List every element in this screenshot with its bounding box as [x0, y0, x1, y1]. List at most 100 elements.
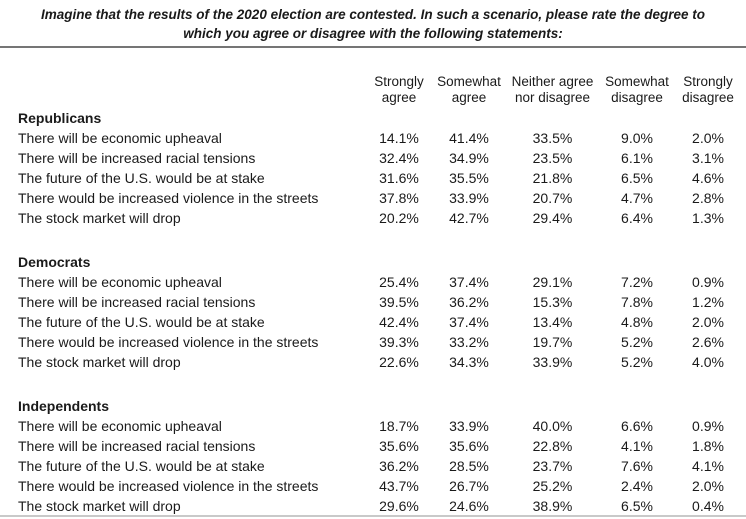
statement-cell: There will be increased racial tensions	[18, 294, 256, 310]
value-cell: 35.6%	[379, 438, 419, 454]
value-cell: 28.5%	[449, 458, 489, 474]
value-cell: 37.4%	[449, 314, 489, 330]
statement-cell: The stock market will drop	[18, 210, 181, 226]
value-cell: 0.9%	[692, 418, 724, 434]
column-header-neither-agree-nor-disagree: Neither agree nor disagree	[511, 74, 594, 105]
statement-cell: There will be economic upheaval	[18, 130, 222, 146]
value-cell: 25.4%	[379, 274, 419, 290]
section-independents: Independents There will be economic uphe…	[0, 396, 742, 516]
value-cell: 42.4%	[379, 314, 419, 330]
statement-cell: There will be increased racial tensions	[18, 150, 256, 166]
value-cell: 37.4%	[449, 274, 489, 290]
value-cell: 18.7%	[379, 418, 419, 434]
value-cell: 22.6%	[379, 354, 419, 370]
value-cell: 31.6%	[379, 170, 419, 186]
value-cell: 13.4%	[532, 314, 573, 330]
statement-row: There would be increased violence in the…	[0, 332, 742, 352]
section-spacer	[0, 372, 742, 396]
value-cell: 2.8%	[692, 190, 724, 206]
statement-cell: There would be increased violence in the…	[18, 478, 319, 494]
value-cell: 33.5%	[532, 130, 573, 146]
value-cell: 6.1%	[621, 150, 653, 166]
group-header-independents: Independents	[0, 396, 742, 416]
value-cell: 6.4%	[621, 210, 653, 226]
value-cell: 26.7%	[449, 478, 489, 494]
value-cell: 39.3%	[379, 334, 419, 350]
group-header-filler	[365, 396, 742, 416]
value-cell: 3.1%	[692, 150, 724, 166]
statement-cell: There would be increased violence in the…	[18, 190, 319, 206]
statement-row: There would be increased violence in the…	[0, 476, 742, 496]
value-cell: 33.9%	[449, 190, 489, 206]
group-label: Republicans	[18, 110, 102, 126]
value-cell: 36.2%	[379, 458, 419, 474]
table-header: Strongly agree Somewhat agree Neither ag…	[0, 48, 742, 108]
statement-row: There will be increased racial tensions …	[0, 148, 742, 168]
value-cell: 29.1%	[532, 274, 573, 290]
statement-row: The future of the U.S. would be at stake…	[0, 312, 742, 332]
statement-row: There will be economic upheaval 25.4% 37…	[0, 272, 742, 292]
statement-row: There will be increased racial tensions …	[0, 292, 742, 312]
value-cell: 1.3%	[692, 210, 724, 226]
value-cell: 41.4%	[449, 130, 489, 146]
column-header-somewhat-agree: Somewhat agree	[437, 74, 501, 105]
value-cell: 6.5%	[621, 498, 653, 514]
value-cell: 4.0%	[692, 354, 724, 370]
value-cell: 33.9%	[532, 354, 573, 370]
value-cell: 24.6%	[449, 498, 489, 514]
value-cell: 34.9%	[449, 150, 489, 166]
statement-cell: The stock market will drop	[18, 354, 181, 370]
value-cell: 34.3%	[449, 354, 489, 370]
value-cell: 36.2%	[449, 294, 489, 310]
value-cell: 4.8%	[621, 314, 653, 330]
group-header-democrats: Democrats	[0, 252, 742, 272]
value-cell: 32.4%	[379, 150, 419, 166]
statement-row: There will be economic upheaval 14.1% 41…	[0, 128, 742, 148]
value-cell: 7.2%	[621, 274, 653, 290]
value-cell: 40.0%	[532, 418, 573, 434]
value-cell: 35.5%	[449, 170, 489, 186]
statement-row: The stock market will drop 22.6% 34.3% 3…	[0, 352, 742, 372]
survey-question-caption: Imagine that the results of the 2020 ele…	[41, 7, 705, 41]
group-header-filler	[365, 108, 742, 128]
value-cell: 39.5%	[379, 294, 419, 310]
value-cell: 4.1%	[621, 438, 653, 454]
value-cell: 1.8%	[692, 438, 724, 454]
value-cell: 2.6%	[692, 334, 724, 350]
value-cell: 29.6%	[379, 498, 419, 514]
value-cell: 38.9%	[532, 498, 573, 514]
value-cell: 0.4%	[692, 498, 724, 514]
value-cell: 4.1%	[692, 458, 724, 474]
statement-cell: The future of the U.S. would be at stake	[18, 314, 265, 330]
value-cell: 37.8%	[379, 190, 419, 206]
value-cell: 2.0%	[692, 314, 724, 330]
statement-row: There would be increased violence in the…	[0, 188, 742, 208]
value-cell: 6.6%	[621, 418, 653, 434]
group-label: Democrats	[18, 254, 91, 270]
value-cell: 2.4%	[621, 478, 653, 494]
value-cell: 7.6%	[621, 458, 653, 474]
statement-row: There will be increased racial tensions …	[0, 436, 742, 456]
statement-row: The future of the U.S. would be at stake…	[0, 456, 742, 476]
column-header-strongly-agree: Strongly agree	[374, 74, 424, 105]
value-cell: 33.9%	[449, 418, 489, 434]
statement-cell: There would be increased violence in the…	[18, 334, 319, 350]
title-divider-rule	[0, 46, 746, 48]
value-cell: 9.0%	[621, 130, 653, 146]
value-cell: 29.4%	[532, 210, 573, 226]
statement-cell: There will be economic upheaval	[18, 274, 222, 290]
value-cell: 22.8%	[532, 438, 573, 454]
value-cell: 4.6%	[692, 170, 724, 186]
value-cell: 25.2%	[532, 478, 573, 494]
value-cell: 1.2%	[692, 294, 724, 310]
group-header-filler	[365, 252, 742, 272]
column-header-row: Strongly agree Somewhat agree Neither ag…	[0, 48, 742, 108]
section-democrats: Democrats There will be economic upheava…	[0, 252, 742, 396]
statement-row: The future of the U.S. would be at stake…	[0, 168, 742, 188]
value-cell: 15.3%	[532, 294, 573, 310]
value-cell: 43.7%	[379, 478, 419, 494]
value-cell: 2.0%	[692, 130, 724, 146]
value-cell: 42.7%	[449, 210, 489, 226]
value-cell: 14.1%	[379, 130, 419, 146]
value-cell: 23.7%	[532, 458, 573, 474]
